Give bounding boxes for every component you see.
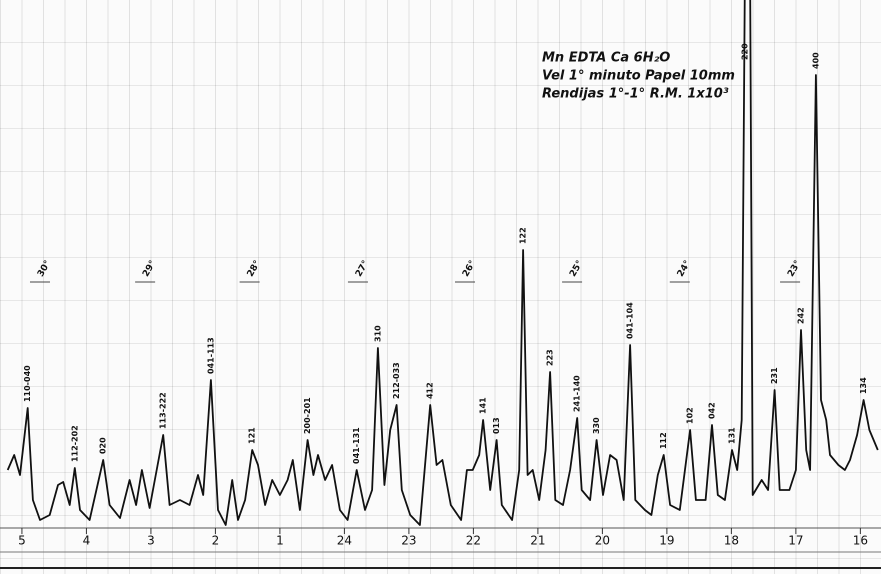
peak-label: 112 xyxy=(659,432,668,449)
marker-label: 29° xyxy=(141,259,158,279)
peak-label: 330 xyxy=(592,417,601,434)
x-tick-label: 5 xyxy=(18,534,26,548)
marker-label: 24° xyxy=(676,259,693,279)
peak-label: 412 xyxy=(426,382,435,399)
peak-label: 212-033 xyxy=(392,362,401,399)
peak-label: 121 xyxy=(248,427,257,444)
peak-label: 102 xyxy=(686,407,695,424)
peak-label: 131 xyxy=(728,427,737,444)
x-tick-label: 18 xyxy=(724,534,739,548)
x-tick-label: 17 xyxy=(788,534,803,548)
marker-label: 26° xyxy=(461,259,478,279)
peak-label: 241-140 xyxy=(573,375,582,412)
x-tick-label: 16 xyxy=(853,534,868,548)
page: Mn EDTA Ca 6H₂O Vel 1° minuto Papel 10mm… xyxy=(0,0,881,574)
note: Rendijas 1°-1° R.M. 1x10³ xyxy=(542,87,729,102)
x-tick-label: 24 xyxy=(337,534,352,548)
peak-label: 141 xyxy=(479,397,488,414)
peak-label: 112-202 xyxy=(70,425,79,462)
marker-label: 27° xyxy=(354,259,371,279)
peak-label: 400 xyxy=(811,52,820,69)
x-tick-label: 22 xyxy=(466,534,481,548)
peak-label: 113-222 xyxy=(159,392,168,429)
marker-label: 23° xyxy=(786,259,803,279)
chart-title: Mn EDTA Ca 6H₂O xyxy=(542,51,670,66)
x-tick-label: 20 xyxy=(595,534,610,548)
peak-label: 134 xyxy=(859,377,868,394)
x-tick-label: 1 xyxy=(276,534,284,548)
peak-label: 020 xyxy=(99,437,108,454)
peak-label: 220 xyxy=(740,43,749,60)
x-tick-label: 3 xyxy=(147,534,155,548)
x-tick-label: 4 xyxy=(83,534,91,548)
peak-label: 200-201 xyxy=(303,397,312,434)
peak-label: 231 xyxy=(770,367,779,384)
peak-label: 223 xyxy=(546,349,555,366)
x-tick-label: 19 xyxy=(659,534,674,548)
peak-label: 013 xyxy=(492,417,501,434)
peak-label: 041-104 xyxy=(626,302,635,339)
peak-label: 110-040 xyxy=(23,365,32,402)
peak-label: 041-131 xyxy=(352,427,361,464)
peak-label: 310 xyxy=(373,325,382,342)
marker-label: 25° xyxy=(568,259,585,279)
peak-label: 242 xyxy=(797,307,806,324)
x-tick-label: 21 xyxy=(530,534,545,548)
peak-label: 042 xyxy=(708,402,717,419)
x-tick-label: 23 xyxy=(401,534,416,548)
x-tick-label: 2 xyxy=(212,534,220,548)
peak-label: 122 xyxy=(519,227,528,244)
peak-label: 041-113 xyxy=(206,337,215,374)
marker-label: 30° xyxy=(36,259,53,279)
trace xyxy=(8,0,878,525)
chart: Mn EDTA Ca 6H₂O Vel 1° minuto Papel 10mm… xyxy=(0,0,881,574)
note: Vel 1° minuto Papel 10mm xyxy=(542,69,735,84)
marker-label: 28° xyxy=(246,259,263,279)
